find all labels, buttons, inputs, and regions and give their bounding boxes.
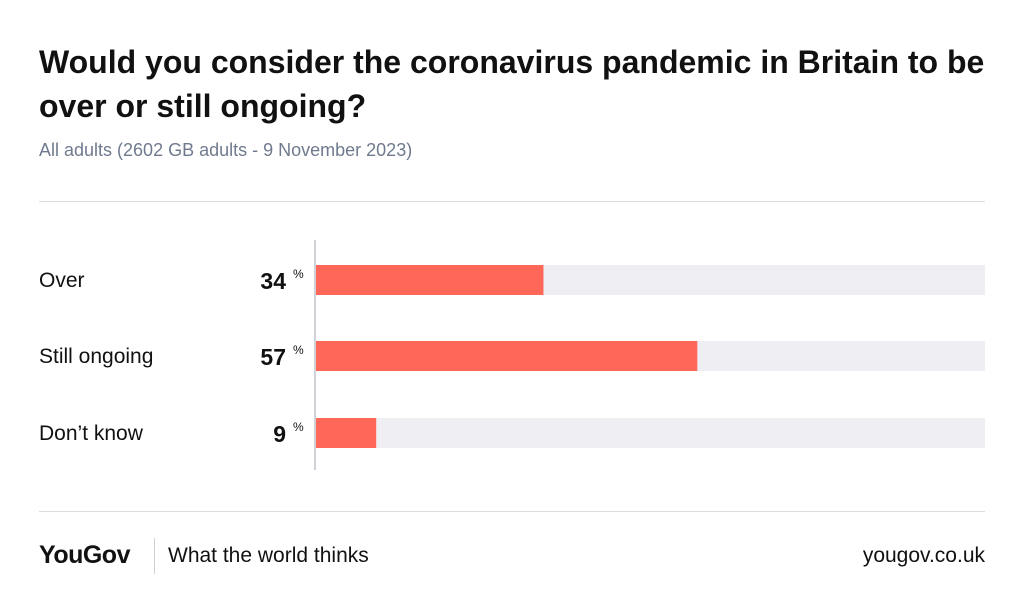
category-label: Don’t know <box>39 422 144 445</box>
value-label: 34 <box>260 268 286 294</box>
bar <box>316 341 698 371</box>
bar-track <box>316 418 985 448</box>
unit-label: % <box>293 343 304 357</box>
bottom-divider <box>39 511 985 512</box>
chart-subtitle: All adults (2602 GB adults - 9 November … <box>39 140 413 160</box>
yougov-logo: YouGov <box>39 541 130 569</box>
category-label: Still ongoing <box>39 345 153 368</box>
chart-title: Would you consider the coronavirus pande… <box>39 44 985 124</box>
bar <box>316 418 377 448</box>
unit-label: % <box>293 420 304 434</box>
footer-url[interactable]: yougov.co.uk <box>862 544 985 567</box>
unit-label: % <box>293 267 304 281</box>
footer-tagline: What the world thinks <box>168 544 369 567</box>
value-label: 57 <box>260 344 286 370</box>
bar <box>316 265 544 295</box>
category-label: Over <box>39 269 85 292</box>
chart-rows: Over 34 % Still ongoing 57 % Don’t know 9% <box>39 265 985 448</box>
value-label: 9 <box>273 421 286 447</box>
footer-divider <box>154 538 155 574</box>
top-divider <box>39 201 985 202</box>
bar-chart: Over 34 % Still ongoing 57 % Don’t know 9% <box>39 240 985 470</box>
